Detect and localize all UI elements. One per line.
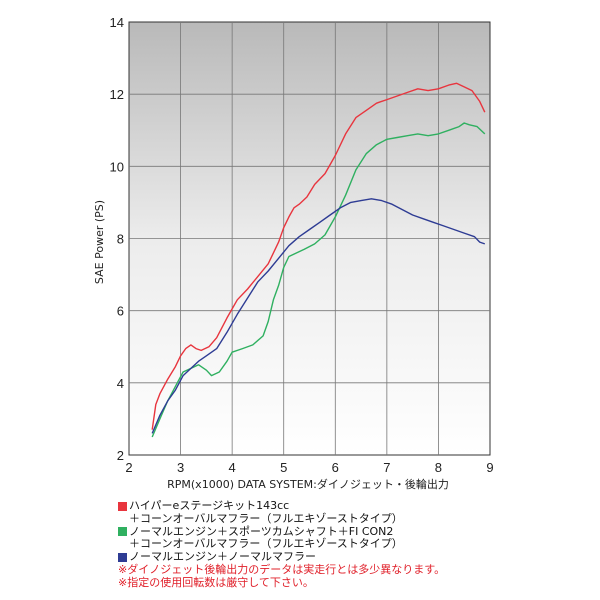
- x-tick-label: 3: [177, 460, 184, 475]
- note-dyno: ※ダイノジェット後輪出力のデータは実走行とは多少異なります。: [118, 562, 446, 576]
- x-axis-label: RPM(x1000) DATA SYSTEM:ダイノジェット・後輪出力: [167, 477, 449, 491]
- y-tick-label: 8: [117, 232, 124, 247]
- x-tick-label: 7: [383, 460, 390, 475]
- legend-entry-normal: ノーマルエンジン＋ノーマルマフラー: [118, 550, 588, 564]
- series-line-1: [151, 82, 486, 430]
- y-tick-label: 4: [117, 376, 124, 391]
- legend-swatch-blue: [118, 553, 127, 563]
- series-line-2: [151, 122, 486, 438]
- x-tick-label: 6: [332, 460, 339, 475]
- note-rpm: ※指定の使用回転数は厳守して下さい。: [118, 575, 314, 589]
- y-tick-label: 6: [117, 304, 124, 319]
- legend-sub-cam: ＋コーンオーバルマフラー（フルエキゾーストタイプ）: [129, 537, 403, 551]
- legend-sub-hyper: ＋コーンオーバルマフラー（フルエキゾーストタイプ）: [129, 511, 403, 525]
- x-tick-label: 9: [486, 460, 493, 475]
- legend-label-cam: ノーマルエンジン＋スポーツカムシャフト＋FI CON2: [129, 524, 394, 538]
- x-tick-label: 4: [229, 460, 236, 475]
- legend-label-normal: ノーマルエンジン＋ノーマルマフラー: [129, 550, 316, 564]
- power-chart: 2 3 4 5 6 7 8 9 2 4 6 8 10 12 14 RPM(x1000) DATA SYSTE…: [93, 15, 494, 491]
- x-tick-label: 2: [125, 460, 132, 475]
- legend-entry-cam: ノーマルエンジン＋スポーツカムシャフト＋FI CON2: [118, 524, 588, 539]
- legend-label-hyper: ハイパーeステージキット143cc: [129, 499, 290, 512]
- series-line-3: [151, 198, 486, 434]
- y-axis-label: SAE Power (PS): [93, 200, 106, 284]
- legend-swatch-green: [118, 527, 127, 537]
- legend-entry-hyper: ハイパーeステージキット143cc: [118, 499, 588, 513]
- y-tick-label: 2: [117, 448, 124, 463]
- y-tick-label: 12: [110, 87, 124, 102]
- y-tick-label: 10: [110, 159, 124, 174]
- x-tick-label: 5: [280, 460, 287, 475]
- legend: ハイパーeステージキット143cc ＋コーンオーバルマフラー（フルエキゾーストタ…: [118, 499, 588, 590]
- legend-swatch-red: [118, 501, 127, 511]
- x-tick-label: 8: [435, 460, 442, 475]
- y-tick-label: 14: [110, 15, 124, 30]
